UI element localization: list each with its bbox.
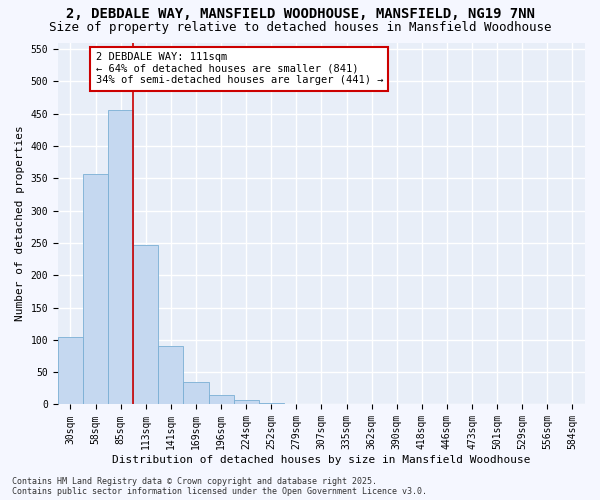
Text: Size of property relative to detached houses in Mansfield Woodhouse: Size of property relative to detached ho…	[49, 21, 551, 34]
Bar	[184, 382, 209, 404]
Y-axis label: Number of detached properties: Number of detached properties	[15, 126, 25, 322]
Bar	[108, 110, 133, 405]
Text: Contains HM Land Registry data © Crown copyright and database right 2025.
Contai: Contains HM Land Registry data © Crown c…	[12, 476, 427, 496]
Bar	[209, 396, 233, 404]
Bar	[259, 403, 284, 404]
Text: 2 DEBDALE WAY: 111sqm
← 64% of detached houses are smaller (841)
34% of semi-det: 2 DEBDALE WAY: 111sqm ← 64% of detached …	[95, 52, 383, 86]
Bar	[233, 400, 259, 404]
Text: 2, DEBDALE WAY, MANSFIELD WOODHOUSE, MANSFIELD, NG19 7NN: 2, DEBDALE WAY, MANSFIELD WOODHOUSE, MAN…	[65, 8, 535, 22]
Bar	[83, 174, 108, 404]
Bar	[158, 346, 184, 405]
Bar	[133, 245, 158, 404]
Bar	[58, 337, 83, 404]
X-axis label: Distribution of detached houses by size in Mansfield Woodhouse: Distribution of detached houses by size …	[112, 455, 531, 465]
